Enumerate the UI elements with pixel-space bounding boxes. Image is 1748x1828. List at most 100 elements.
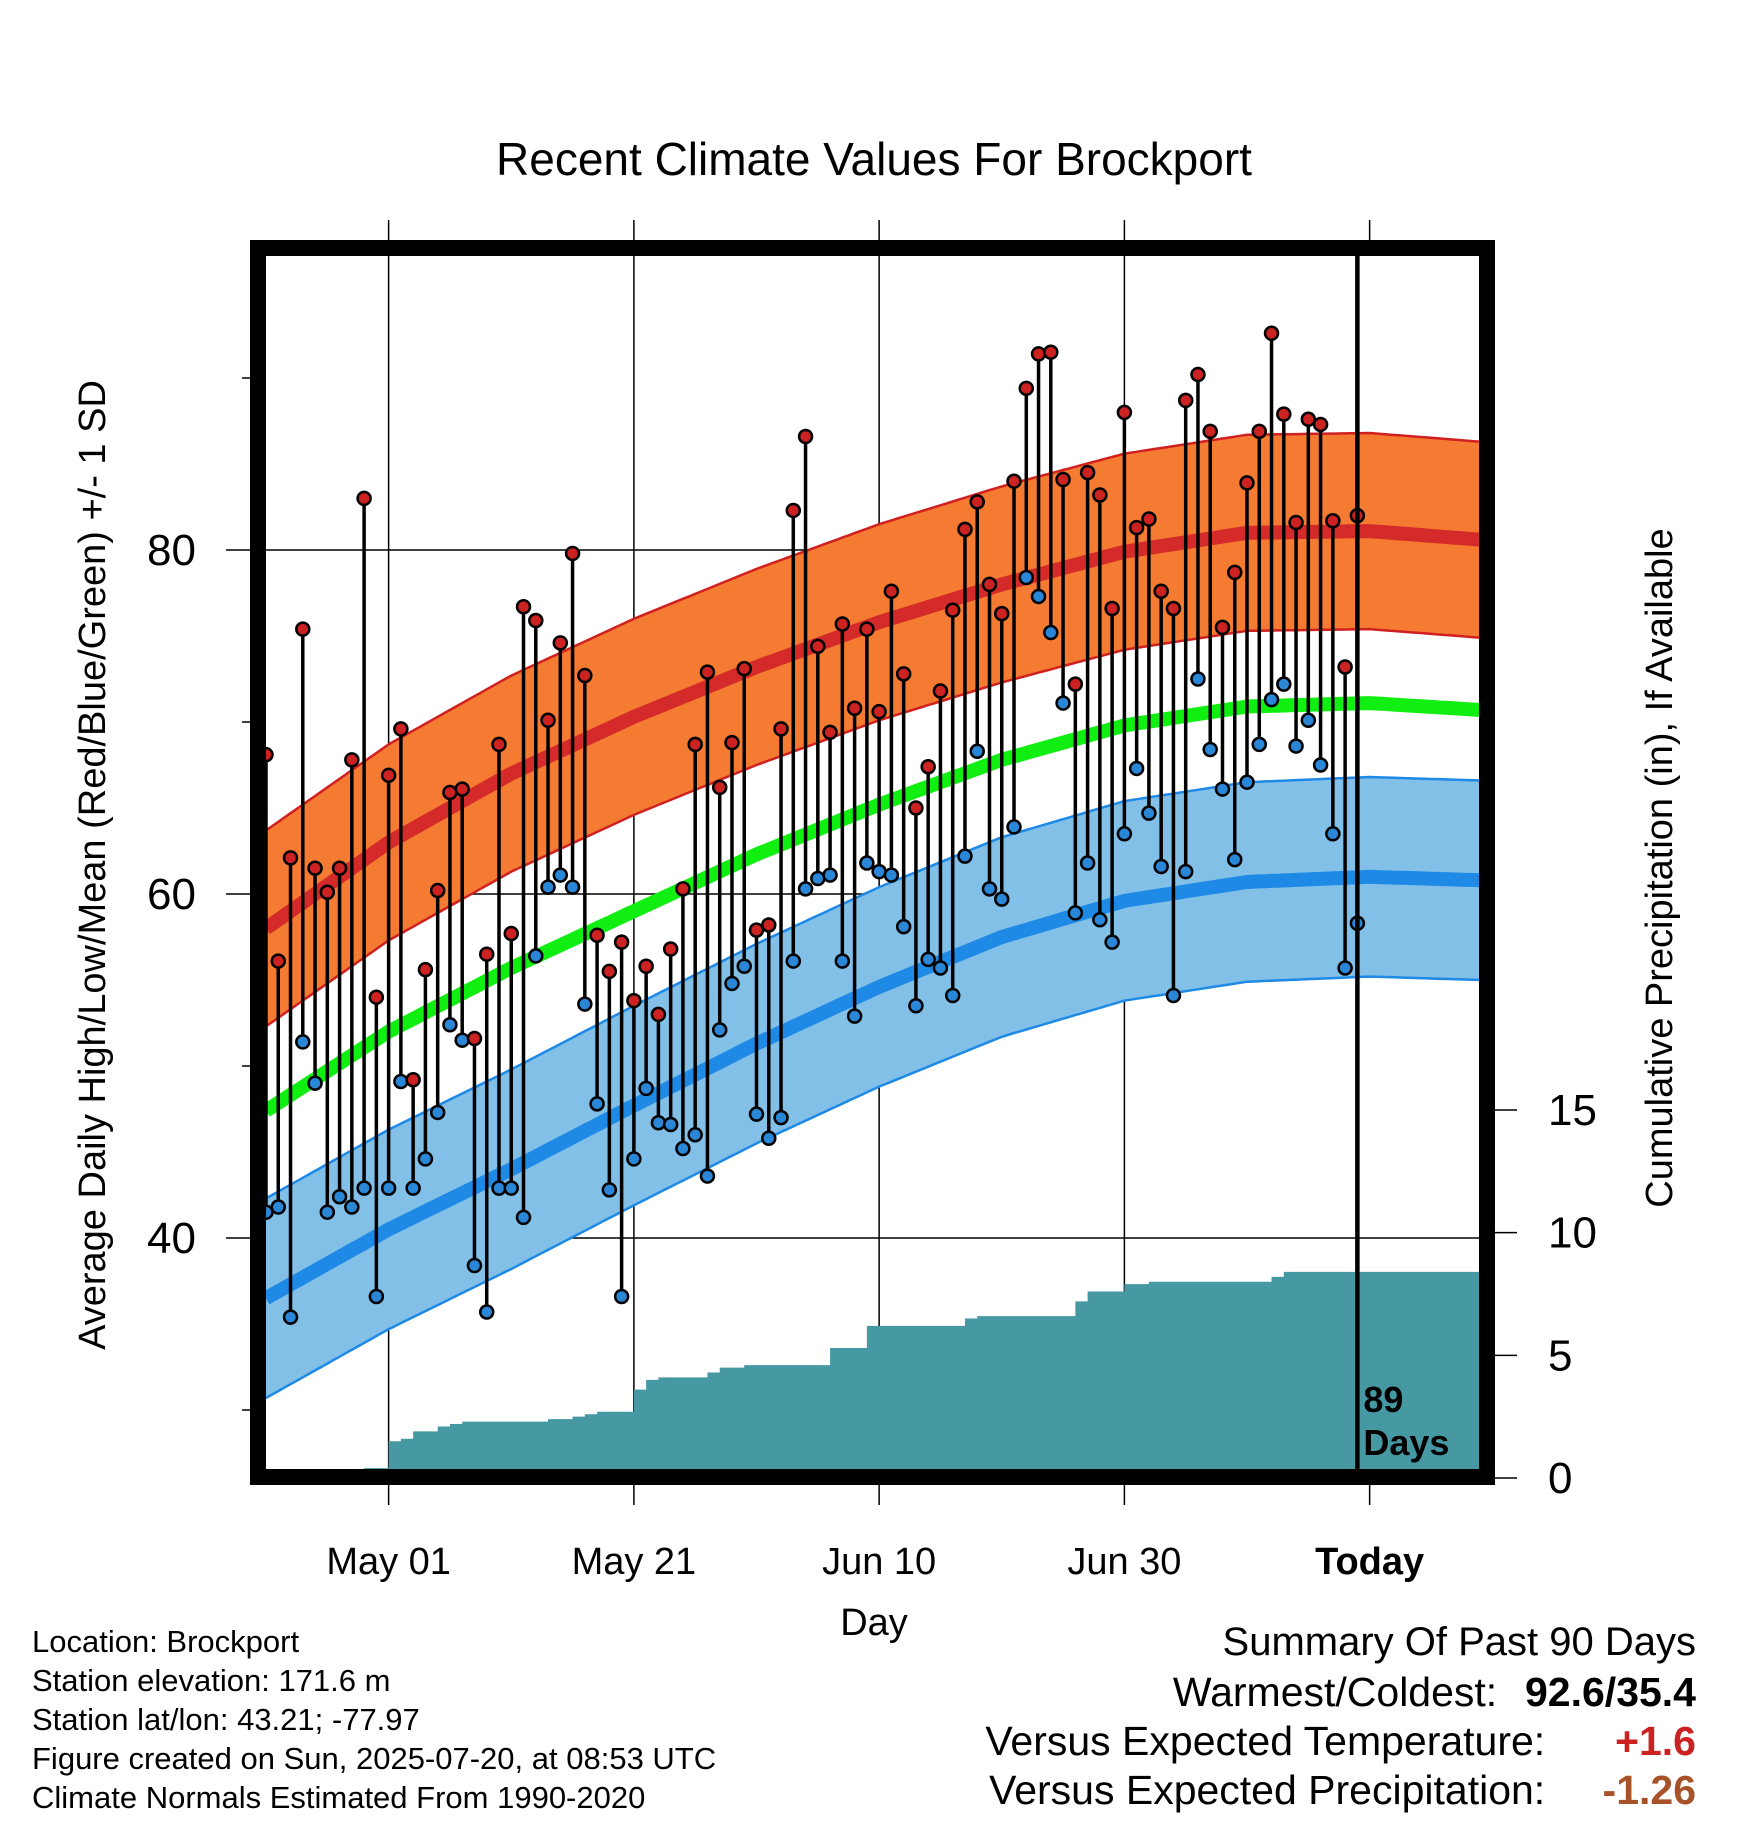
daily-low-point — [871, 863, 887, 880]
daily-low-point — [810, 870, 826, 887]
daily-high-point — [944, 602, 961, 618]
daily-low-point — [380, 1180, 397, 1196]
daily-low-point — [1067, 905, 1084, 921]
daily-low-point — [846, 1008, 863, 1024]
daily-high-point — [699, 664, 716, 680]
today-days-label: Days — [1363, 1422, 1449, 1463]
daily-high-point — [883, 583, 900, 600]
x-axis-label: Day — [840, 1602, 908, 1644]
summary-label-precip: Versus Expected Precipitation: — [989, 1767, 1546, 1813]
daily-high-point — [785, 502, 802, 519]
daily-high-point — [1030, 346, 1047, 362]
daily-high-point — [895, 666, 912, 682]
daily-high-point — [368, 989, 385, 1005]
daily-low-point — [1018, 569, 1035, 586]
daily-low-point — [1325, 826, 1341, 842]
daily-high-point — [969, 494, 985, 510]
daily-high-point — [1288, 514, 1304, 531]
daily-low-point — [503, 1180, 520, 1196]
daily-low-point — [1043, 624, 1059, 641]
daily-high-point — [1214, 619, 1231, 636]
daily-high-point — [1079, 464, 1096, 481]
daily-low-point — [822, 867, 838, 883]
daily-low-point — [895, 918, 912, 935]
daily-low-point — [650, 1115, 667, 1131]
daily-low-point — [577, 996, 593, 1012]
precip-tick-label: 10 — [1548, 1209, 1597, 1258]
daily-high-point — [282, 850, 299, 866]
daily-high-point — [1251, 423, 1268, 440]
daily-high-point — [1312, 416, 1329, 433]
normal-high-upper — [265, 431, 1481, 832]
daily-low-point — [613, 1288, 630, 1305]
daily-high-point — [1092, 487, 1108, 503]
x-tick-label: Today — [1315, 1541, 1424, 1583]
daily-high-point — [1043, 344, 1059, 360]
daily-high-point — [491, 736, 507, 753]
daily-high-point — [1190, 366, 1206, 383]
daily-high-point — [711, 779, 728, 796]
daily-low-point — [282, 1309, 299, 1325]
daily-low-point — [344, 1199, 360, 1215]
daily-high-point — [540, 712, 556, 729]
daily-high-point — [1141, 511, 1157, 527]
daily-high-point — [871, 703, 887, 720]
daily-low-point — [957, 848, 973, 864]
daily-high-point — [1165, 600, 1182, 617]
daily-low-point — [331, 1188, 348, 1205]
daily-high-point — [331, 860, 348, 876]
daily-high-point — [859, 621, 875, 637]
daily-high-point — [356, 490, 372, 507]
daily-high-point — [1239, 475, 1255, 491]
daily-low-point — [1006, 819, 1022, 835]
daily-high-point — [564, 545, 581, 562]
daily-low-point — [528, 948, 544, 964]
normal-high-lower — [265, 627, 1481, 1028]
daily-high-point — [638, 958, 654, 974]
daily-low-point — [773, 1109, 789, 1126]
daily-low-point — [1263, 691, 1280, 708]
daily-high-point — [478, 946, 495, 962]
summary-header: Summary Of Past 90 Days — [1222, 1620, 1696, 1664]
daily-low-point — [883, 867, 900, 883]
daily-high-point — [687, 736, 703, 753]
daily-high-point — [270, 953, 287, 969]
precip-tick-label: 5 — [1548, 1331, 1572, 1380]
daily-low-point — [454, 1032, 470, 1048]
daily-low-point — [1202, 741, 1218, 758]
normal-low-upper — [265, 775, 1481, 1200]
daily-low-point — [675, 1140, 691, 1157]
daily-high-point — [1128, 519, 1145, 536]
summary-row-temp: Versus Expected Temperature: +1.6 — [985, 1717, 1696, 1766]
y-tick-label: 80 — [147, 526, 196, 575]
daily-low-point — [270, 1199, 287, 1215]
daily-low-point — [319, 1204, 336, 1220]
plot-frame — [250, 240, 1495, 1485]
daily-low-point — [1276, 676, 1292, 692]
daily-high-point — [773, 721, 789, 737]
daily-low-point — [368, 1288, 385, 1305]
daily-low-point — [1337, 960, 1353, 976]
precip-area — [266, 1271, 1493, 1478]
daily-low-point — [859, 855, 875, 871]
daily-low-point — [687, 1127, 703, 1143]
right-axis-label: Cumulative Precipitation (in), If Availa… — [1639, 528, 1681, 1207]
daily-high-point — [429, 882, 446, 899]
daily-low-point — [920, 951, 936, 968]
elevation-text: Station elevation: 171.6 m — [32, 1663, 391, 1698]
daily-high-point — [295, 621, 311, 637]
daily-low-point — [785, 953, 802, 969]
daily-high-point — [1337, 659, 1353, 675]
daily-low-point — [1288, 738, 1304, 754]
daily-low-point — [1190, 671, 1206, 687]
daily-low-point — [1239, 774, 1255, 790]
daily-high-point — [1325, 513, 1341, 529]
daily-low-point — [1104, 934, 1120, 950]
summary-label-temp: Versus Expected Temperature: — [985, 1718, 1546, 1764]
precip-tick-label: 15 — [1548, 1086, 1597, 1135]
normal-high-band — [266, 433, 1480, 1027]
daily-low-point — [1079, 855, 1096, 871]
daily-low-point — [1300, 712, 1317, 729]
